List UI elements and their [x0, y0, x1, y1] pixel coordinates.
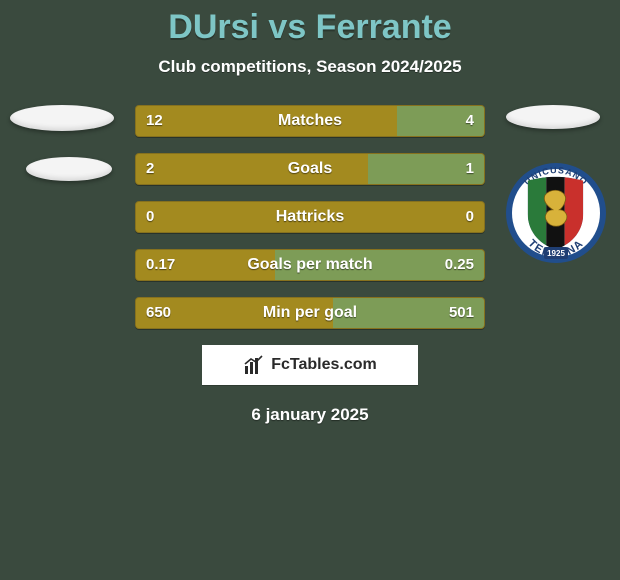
page-title: DUrsi vs Ferrante: [0, 0, 620, 47]
stat-row-1: 21Goals: [135, 153, 485, 185]
svg-text:1925: 1925: [547, 249, 565, 258]
stat-row-4: 650501Min per goal: [135, 297, 485, 329]
stat-row-3: 0.170.25Goals per match: [135, 249, 485, 281]
stat-label: Hattricks: [136, 202, 484, 232]
stat-label: Goals per match: [136, 250, 484, 280]
left-badge-placeholder-1: [10, 105, 114, 131]
stat-label: Goals: [136, 154, 484, 184]
left-badge-placeholder-2: [26, 157, 112, 181]
attribution-box: FcTables.com: [202, 345, 418, 385]
comparison-bars: 124Matches 21Goals 00Hattricks 0.170.25Goal…: [135, 105, 485, 329]
right-player-badges: UNICUSANO TERNANA 1925: [500, 105, 610, 278]
stat-row-0: 124Matches: [135, 105, 485, 137]
right-badge-placeholder: [506, 105, 600, 129]
attribution-text: FcTables.com: [271, 356, 377, 374]
subtitle: Club competitions, Season 2024/2025: [0, 57, 620, 77]
right-club-logo: UNICUSANO TERNANA 1925: [504, 153, 610, 278]
stat-row-2: 00Hattricks: [135, 201, 485, 233]
stat-label: Min per goal: [136, 298, 484, 328]
stat-label: Matches: [136, 106, 484, 136]
left-player-badges: [10, 105, 120, 207]
chart-icon: [243, 354, 265, 376]
date-text: 6 january 2025: [0, 405, 620, 425]
